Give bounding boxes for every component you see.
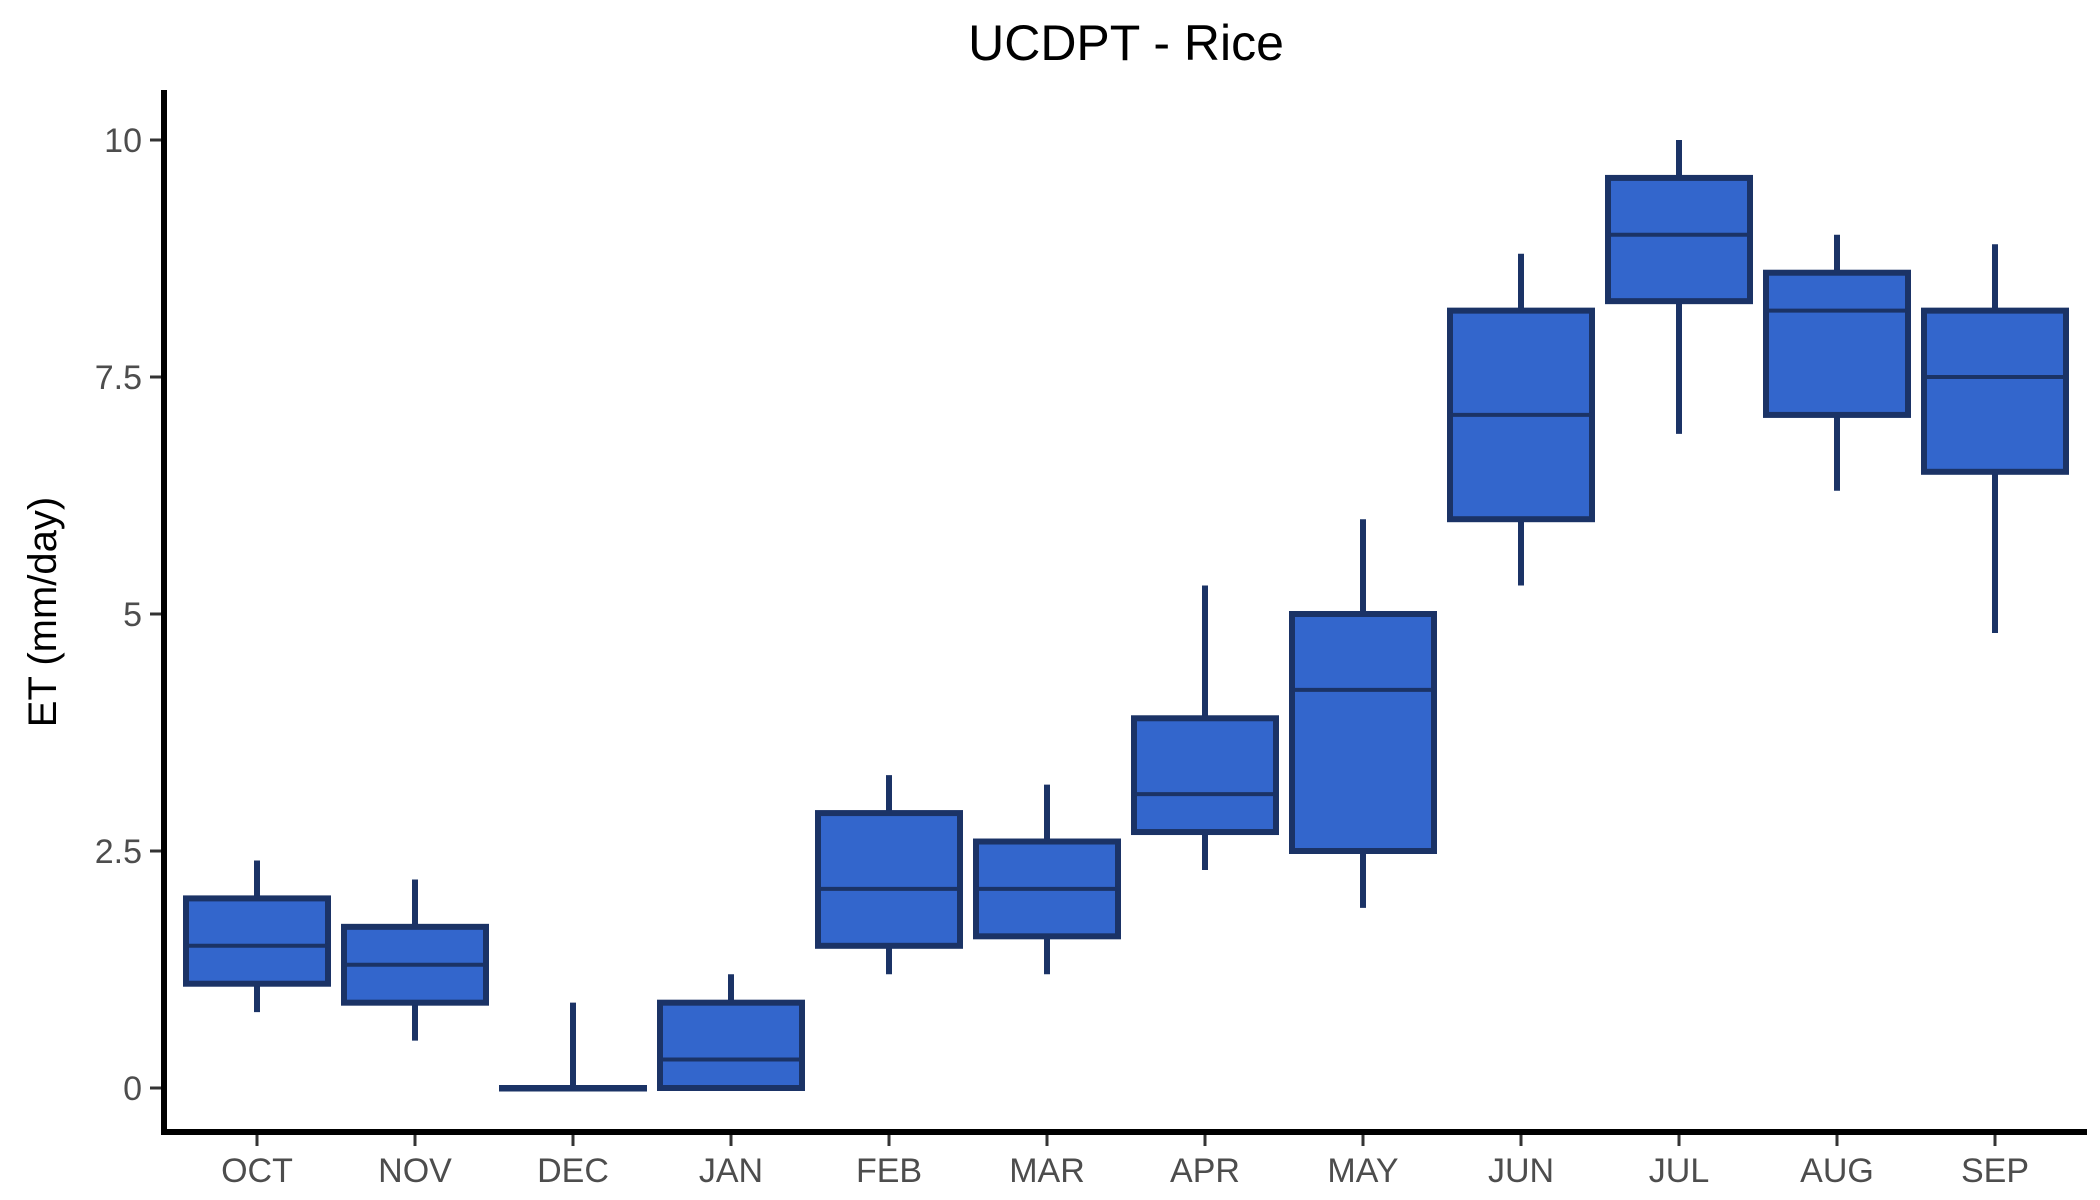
x-tick-label: OCT bbox=[221, 1152, 293, 1190]
x-tick-label: MAR bbox=[1009, 1152, 1085, 1190]
y-axis-label: ET (mm/day) bbox=[21, 497, 65, 727]
box-oct bbox=[183, 860, 331, 1013]
box-dec bbox=[499, 1002, 647, 1092]
box-apr bbox=[1131, 585, 1279, 870]
x-tick-label: JAN bbox=[699, 1152, 763, 1190]
x-tick-label: FEB bbox=[856, 1152, 922, 1190]
x-tick-label: APR bbox=[1170, 1152, 1240, 1190]
y-tick-label: 0 bbox=[123, 1070, 142, 1108]
box-jul bbox=[1605, 140, 1753, 434]
iqr-box bbox=[1289, 611, 1437, 854]
box-jun bbox=[1447, 253, 1595, 586]
iqr-box bbox=[1763, 269, 1911, 418]
box-may bbox=[1289, 519, 1437, 908]
iqr-box bbox=[1131, 715, 1279, 836]
plot-area bbox=[183, 140, 2069, 1092]
iqr-box bbox=[1921, 307, 2069, 475]
box-mar bbox=[973, 784, 1121, 975]
x-tick-label: SEP bbox=[1961, 1152, 2029, 1190]
box-aug bbox=[1763, 234, 1911, 491]
chart-title: UCDPT - Rice bbox=[968, 15, 1284, 71]
box-feb bbox=[815, 775, 963, 975]
iqr-box bbox=[183, 895, 331, 987]
x-tick-label: JUN bbox=[1488, 1152, 1554, 1190]
x-tick-label: DEC bbox=[537, 1152, 609, 1190]
iqr-box bbox=[657, 999, 805, 1091]
y-tick-label: 2.5 bbox=[95, 833, 142, 871]
box-sep bbox=[1921, 244, 2069, 633]
x-tick-label: JUL bbox=[1649, 1152, 1709, 1190]
iqr-box bbox=[815, 810, 963, 949]
y-tick-label: 7.5 bbox=[95, 359, 142, 397]
box-nov bbox=[341, 879, 489, 1041]
box-jan bbox=[657, 974, 805, 1091]
x-tick-label: MAY bbox=[1327, 1152, 1398, 1190]
x-tick-label: AUG bbox=[1800, 1152, 1874, 1190]
iqr-box bbox=[1605, 174, 1753, 305]
x-tick-label: NOV bbox=[378, 1152, 452, 1190]
y-tick-label: 10 bbox=[104, 122, 142, 160]
y-tick-label: 5 bbox=[123, 596, 142, 634]
